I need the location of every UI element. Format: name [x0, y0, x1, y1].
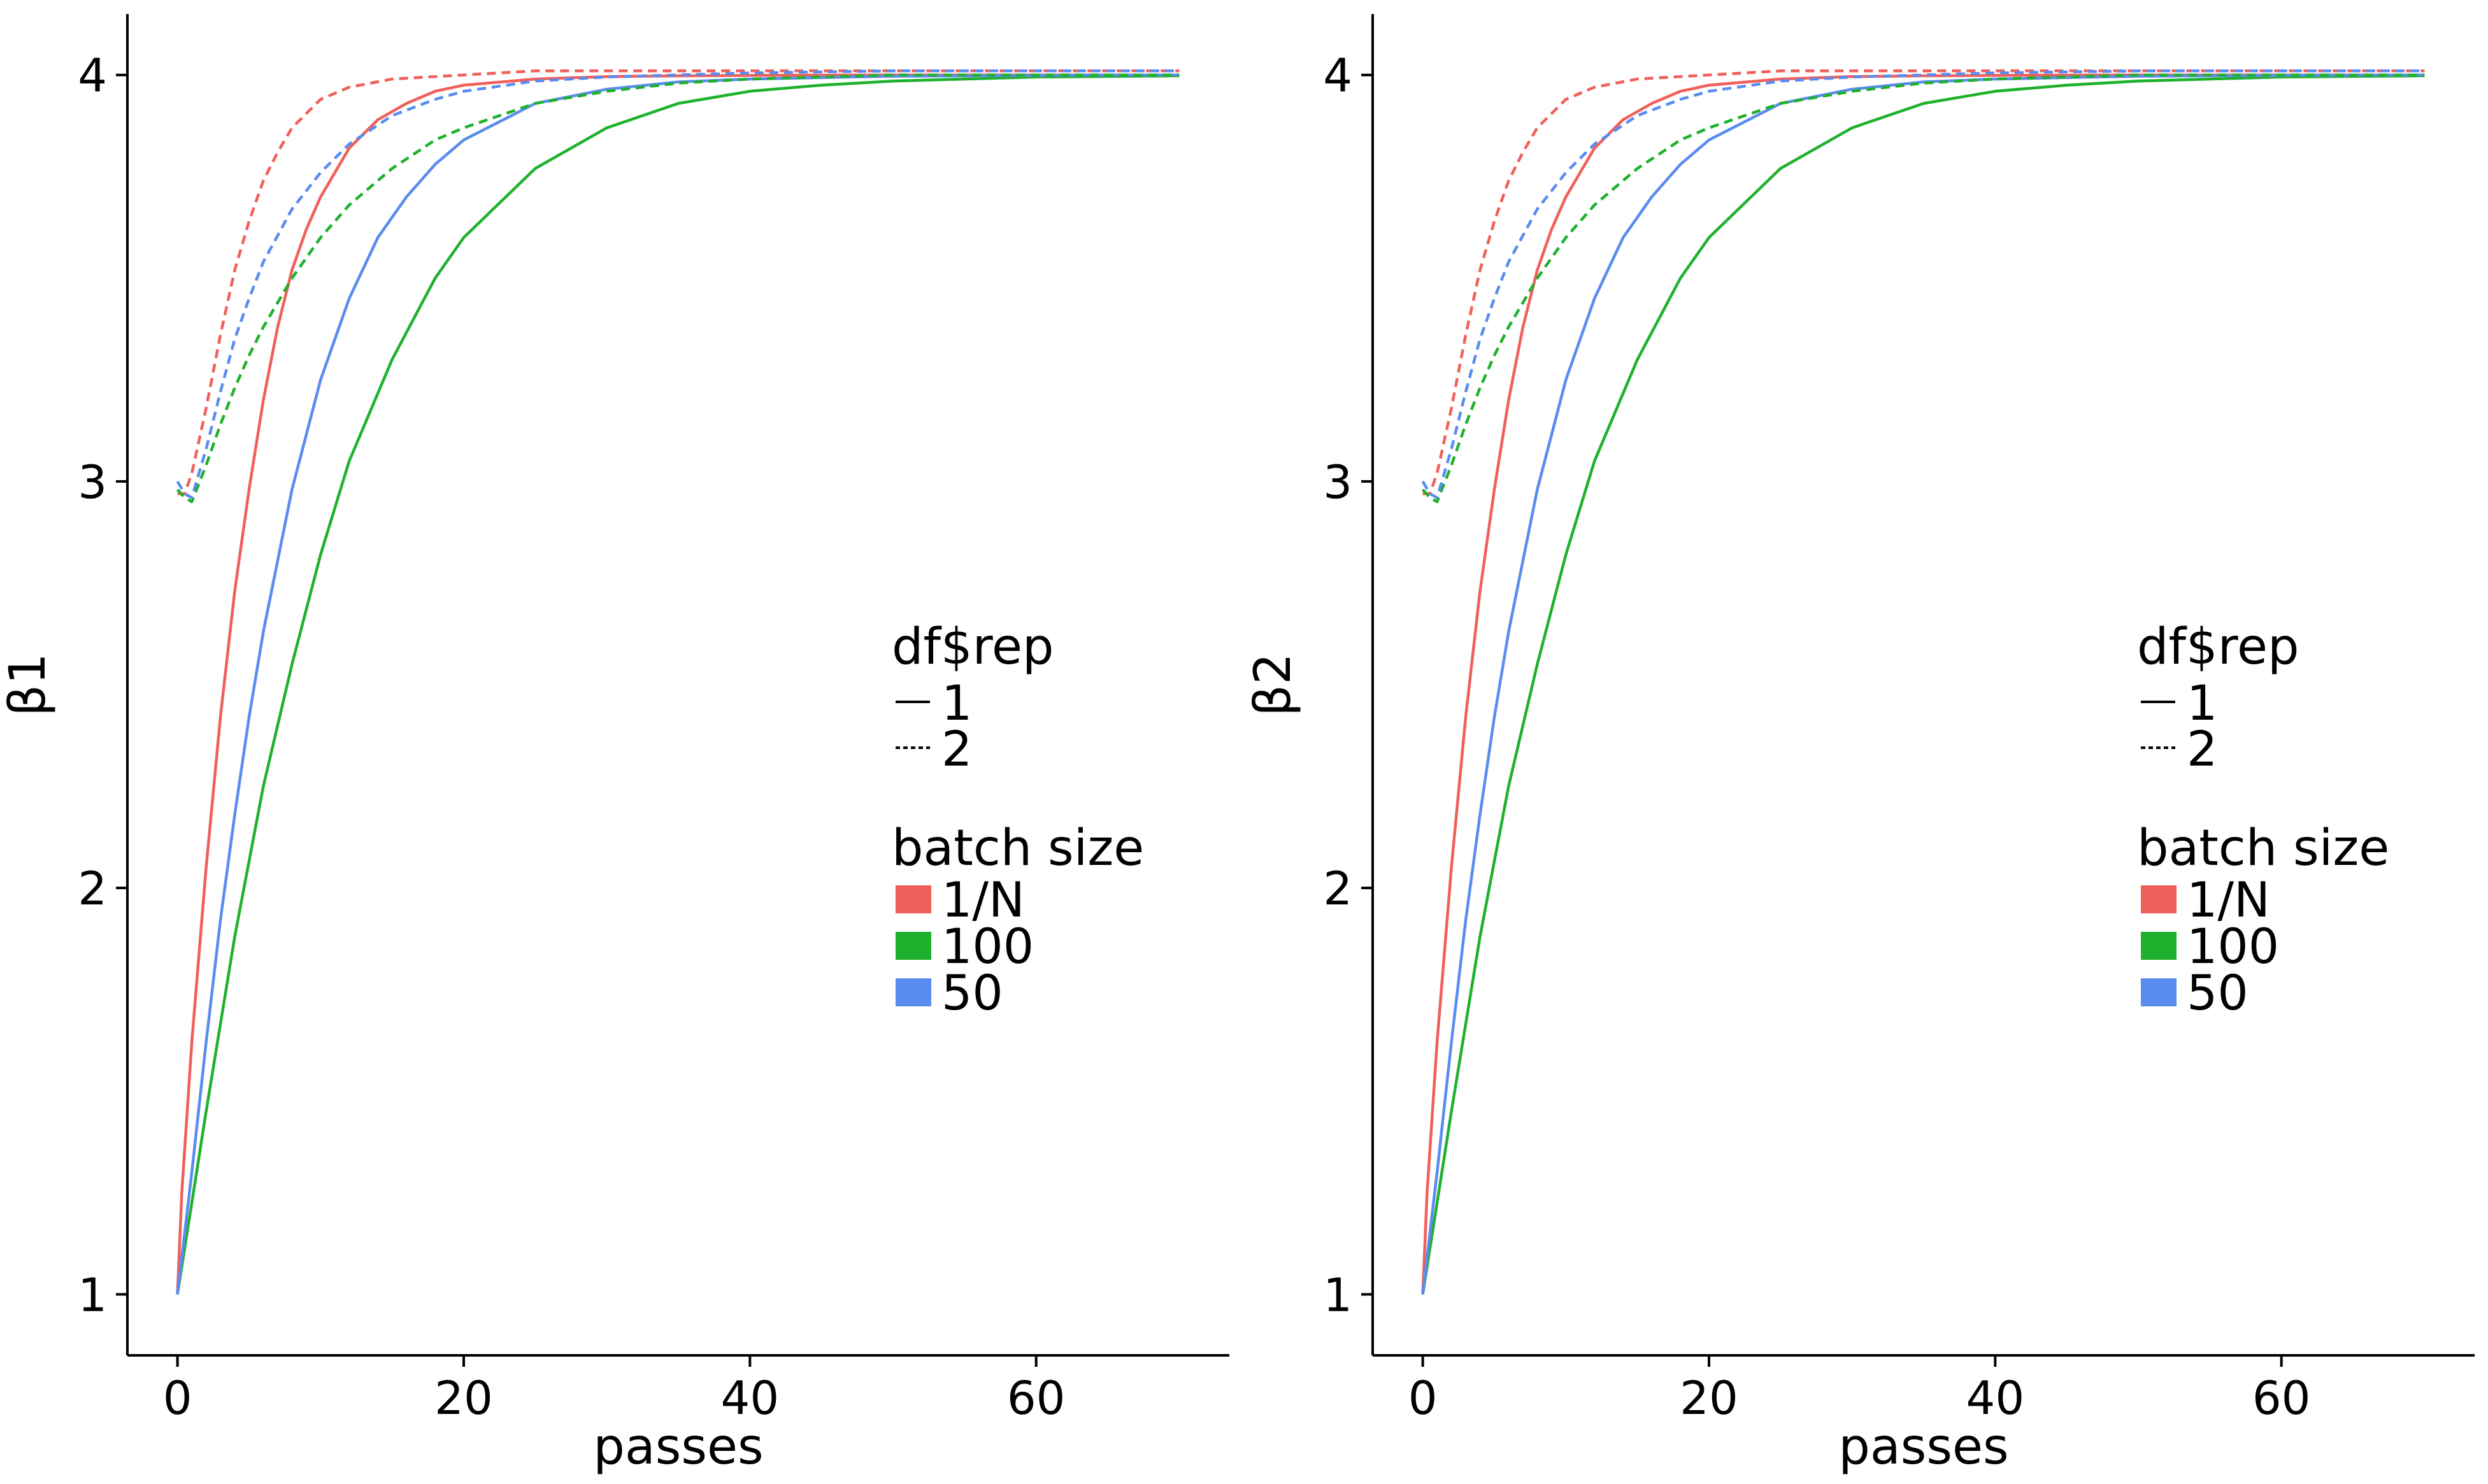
legend-swatch-batch-1-N	[2141, 885, 2177, 913]
series-line-batch-50-rep-2	[176, 69, 1180, 499]
series-line-batch-1-N-rep-2	[1422, 69, 2425, 496]
legend-label-batch-100: 100	[941, 918, 1034, 974]
x-axis-title: passes	[593, 1418, 763, 1476]
series-line-batch-1-N-rep-1	[176, 73, 1180, 1295]
legend-title-rep: df$rep	[2137, 618, 2299, 676]
series-line-batch-1-N-rep-2	[177, 69, 1180, 496]
series-group	[176, 69, 1180, 1295]
x-tick-label: 20	[434, 1371, 493, 1425]
legend-label-batch-1-N: 1/N	[2187, 871, 2270, 928]
series-line-batch-50-rep-1	[176, 73, 1180, 1295]
legend-label-batch-50: 50	[941, 964, 1003, 1021]
y-tick-label: 3	[78, 455, 107, 509]
series-line-batch-100-rep-1	[1421, 74, 2425, 1295]
y-tick-label: 2	[78, 862, 107, 915]
legend-label-rep-2: 2	[941, 720, 972, 777]
series-line-batch-1-N-rep-1	[1421, 73, 2425, 1295]
legend-title-batch: batch size	[2137, 820, 2389, 877]
x-tick-label: 0	[163, 1371, 192, 1425]
series-line-batch-100-rep-2	[1421, 73, 2425, 504]
y-tick-label: 4	[1323, 49, 1352, 103]
legend-swatch-batch-100	[2141, 932, 2177, 960]
y-tick-label: 3	[1323, 455, 1352, 509]
x-tick-label: 60	[1007, 1371, 1066, 1425]
legend-label-batch-50: 50	[2187, 964, 2248, 1021]
legend-swatch-batch-1-N	[896, 885, 931, 913]
y-axis-title: β1	[0, 653, 57, 716]
y-axis-title: β2	[1245, 653, 1302, 716]
legend-swatch-batch-50	[2141, 978, 2177, 1006]
series-line-batch-100-rep-1	[176, 74, 1180, 1295]
y-tick-label: 2	[1323, 862, 1352, 915]
legend-swatch-batch-100	[896, 932, 931, 960]
series-line-batch-50-rep-2	[1421, 69, 2425, 499]
y-tick-label: 1	[1323, 1268, 1352, 1322]
legend-title-batch: batch size	[892, 820, 1144, 877]
series-line-batch-50-rep-1	[1421, 73, 2425, 1295]
legend-label-rep-1: 1	[941, 674, 972, 731]
legend-label-batch-100: 100	[2187, 918, 2279, 974]
series-group	[1421, 69, 2425, 1295]
x-tick-label: 40	[721, 1371, 780, 1425]
x-axis-title: passes	[1838, 1418, 2008, 1476]
legend-label-batch-1-N: 1/N	[941, 871, 1025, 928]
series-line-batch-100-rep-2	[176, 73, 1180, 504]
x-tick-label: 60	[2252, 1371, 2311, 1425]
legend-label-rep-2: 2	[2187, 720, 2217, 777]
y-tick-label: 1	[78, 1268, 107, 1322]
x-tick-label: 0	[1408, 1371, 1438, 1425]
x-tick-label: 20	[1680, 1371, 1738, 1425]
legend-label-rep-1: 1	[2187, 674, 2217, 731]
legend-title-rep: df$rep	[892, 618, 1054, 676]
legend-swatch-batch-50	[896, 978, 931, 1006]
x-tick-label: 40	[1966, 1371, 2025, 1425]
y-tick-label: 4	[78, 49, 107, 103]
